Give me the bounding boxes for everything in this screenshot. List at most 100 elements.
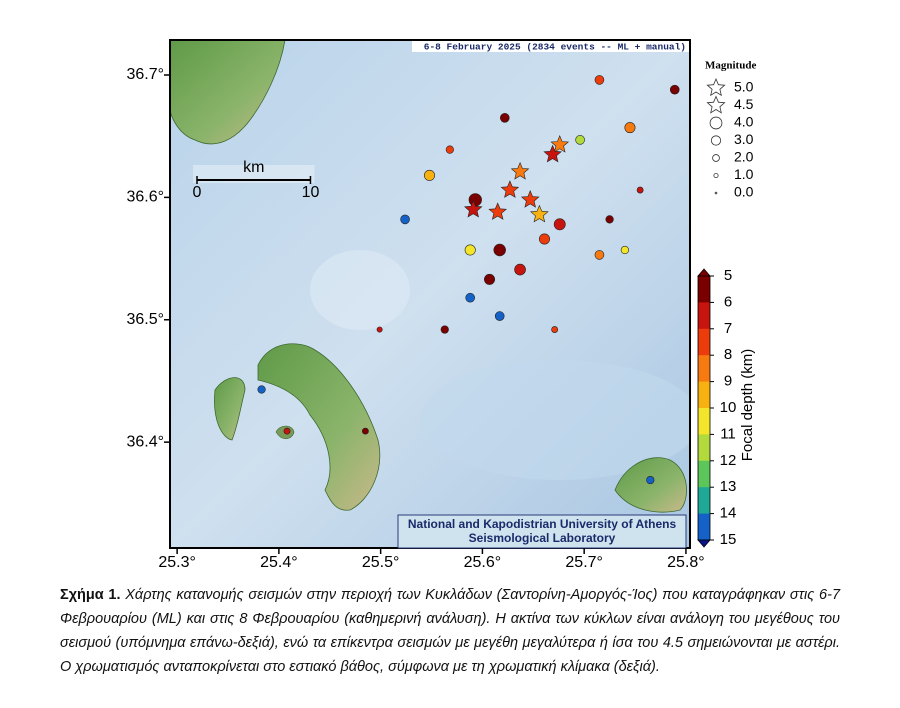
- credit-line: National and Kapodistrian University of …: [408, 517, 677, 531]
- colorbar-segment: [698, 487, 710, 515]
- colorbar-segment: [698, 513, 710, 541]
- legend-label: 5.0: [734, 79, 754, 95]
- event-star: [520, 190, 540, 208]
- event: [468, 193, 482, 207]
- colorbar-segment: [698, 328, 710, 356]
- colorbar-segment: [698, 381, 710, 409]
- scale-bar-bg: [193, 165, 315, 183]
- event: [553, 218, 566, 231]
- event: [484, 273, 496, 285]
- event: [361, 427, 369, 435]
- colorbar-tick-label: 6: [724, 293, 732, 310]
- event: [594, 75, 605, 85]
- x-tick-label: 25.8°: [667, 554, 705, 571]
- event-star: [550, 135, 570, 153]
- legend-label: 3.0: [734, 131, 754, 147]
- colorbar-tick-label: 12: [720, 452, 737, 469]
- colorbar-tick-label: 10: [720, 399, 737, 416]
- colorbar-tick-label: 13: [720, 478, 737, 495]
- event: [400, 214, 410, 225]
- event: [493, 243, 506, 257]
- colorbar-segment: [698, 460, 710, 488]
- event-star: [488, 202, 507, 220]
- event-star: [510, 161, 530, 180]
- caption-label: Σχήμα 1.: [60, 587, 121, 603]
- event: [445, 145, 454, 154]
- map-title: 6-8 February 2025 (2834 events -- ML + m…: [424, 42, 686, 53]
- scale-label: 0: [193, 184, 202, 201]
- colorbar-label: Focal depth (km): [739, 349, 756, 462]
- colorbar-tick-label: 9: [724, 373, 732, 390]
- colorbar-tick-label: 14: [720, 505, 737, 522]
- event-star: [530, 204, 549, 223]
- legend-label: 2.0: [734, 149, 754, 165]
- legend-circle: [709, 116, 723, 130]
- legend-label: 0.0: [734, 184, 754, 200]
- legend-circle: [713, 172, 719, 179]
- legend-label: 1.0: [734, 166, 754, 182]
- x-tick-label: 25.5°: [362, 554, 400, 571]
- legend-circle: [710, 135, 722, 146]
- credit-line: Seismological Laboratory: [469, 531, 616, 545]
- colorbar-tick-label: 15: [720, 531, 737, 548]
- event: [551, 326, 559, 333]
- map-figure: 6-8 February 2025 (2834 events -- ML + m…: [126, 39, 756, 571]
- event: [423, 169, 435, 181]
- colorbar-tick-label: 5: [724, 267, 732, 284]
- caption: Σχήμα 1. Χάρτης κατανομής σεισμών στην π…: [60, 583, 840, 679]
- colorbar-segment: [698, 302, 710, 330]
- title-box: [412, 41, 689, 52]
- events: [257, 75, 680, 485]
- legend-label: 4.0: [734, 114, 754, 130]
- x-tick-label: 25.7°: [565, 554, 603, 571]
- colorbar-tick-label: 8: [724, 346, 732, 363]
- colorbar-segment: [698, 355, 710, 383]
- event: [440, 325, 449, 334]
- colorbar-top: [697, 268, 711, 277]
- x-tick-label: 25.6°: [464, 554, 502, 571]
- colorbar-segment: [698, 408, 710, 435]
- event: [594, 250, 605, 260]
- event: [465, 292, 475, 303]
- colorbar-segment: [698, 434, 710, 462]
- event: [575, 135, 585, 145]
- colorbar-tick-label: 7: [724, 320, 732, 337]
- event: [636, 186, 644, 194]
- colorbar-segment: [698, 276, 710, 303]
- event: [538, 233, 550, 245]
- legend-star: [706, 77, 726, 97]
- scale-label: 10: [302, 184, 320, 201]
- legend-circle: [714, 191, 718, 195]
- event-star: [500, 180, 520, 198]
- basemap: [170, 40, 690, 548]
- event: [624, 122, 636, 134]
- y-tick-label: 36.5°: [126, 311, 164, 328]
- y-tick-label: 36.7°: [126, 66, 164, 83]
- event: [257, 385, 266, 394]
- event: [605, 215, 614, 224]
- event-star: [543, 144, 562, 163]
- y-tick-label: 36.4°: [126, 433, 164, 450]
- scale-unit: km: [243, 159, 264, 176]
- event: [494, 311, 505, 321]
- event: [669, 84, 680, 95]
- colorbar-tick-label: 11: [720, 425, 736, 442]
- legend-star: [706, 95, 726, 114]
- credit-box: [397, 514, 687, 549]
- event: [499, 113, 510, 123]
- y-tick-label: 36.6°: [126, 189, 164, 206]
- legend-title: Magnitude: [705, 60, 756, 72]
- event-star: [463, 199, 483, 218]
- caption-text: Χάρτης κατανομής σεισμών στην περιοχή τω…: [60, 587, 841, 675]
- legend-circle: [712, 154, 720, 162]
- event: [464, 244, 476, 256]
- colorbar-bottom: [697, 539, 711, 548]
- event: [376, 326, 383, 333]
- event: [514, 263, 526, 276]
- legend-label: 4.5: [734, 96, 754, 112]
- event: [283, 427, 291, 435]
- event: [620, 245, 629, 255]
- event: [646, 475, 655, 485]
- x-tick-label: 25.3°: [158, 554, 196, 571]
